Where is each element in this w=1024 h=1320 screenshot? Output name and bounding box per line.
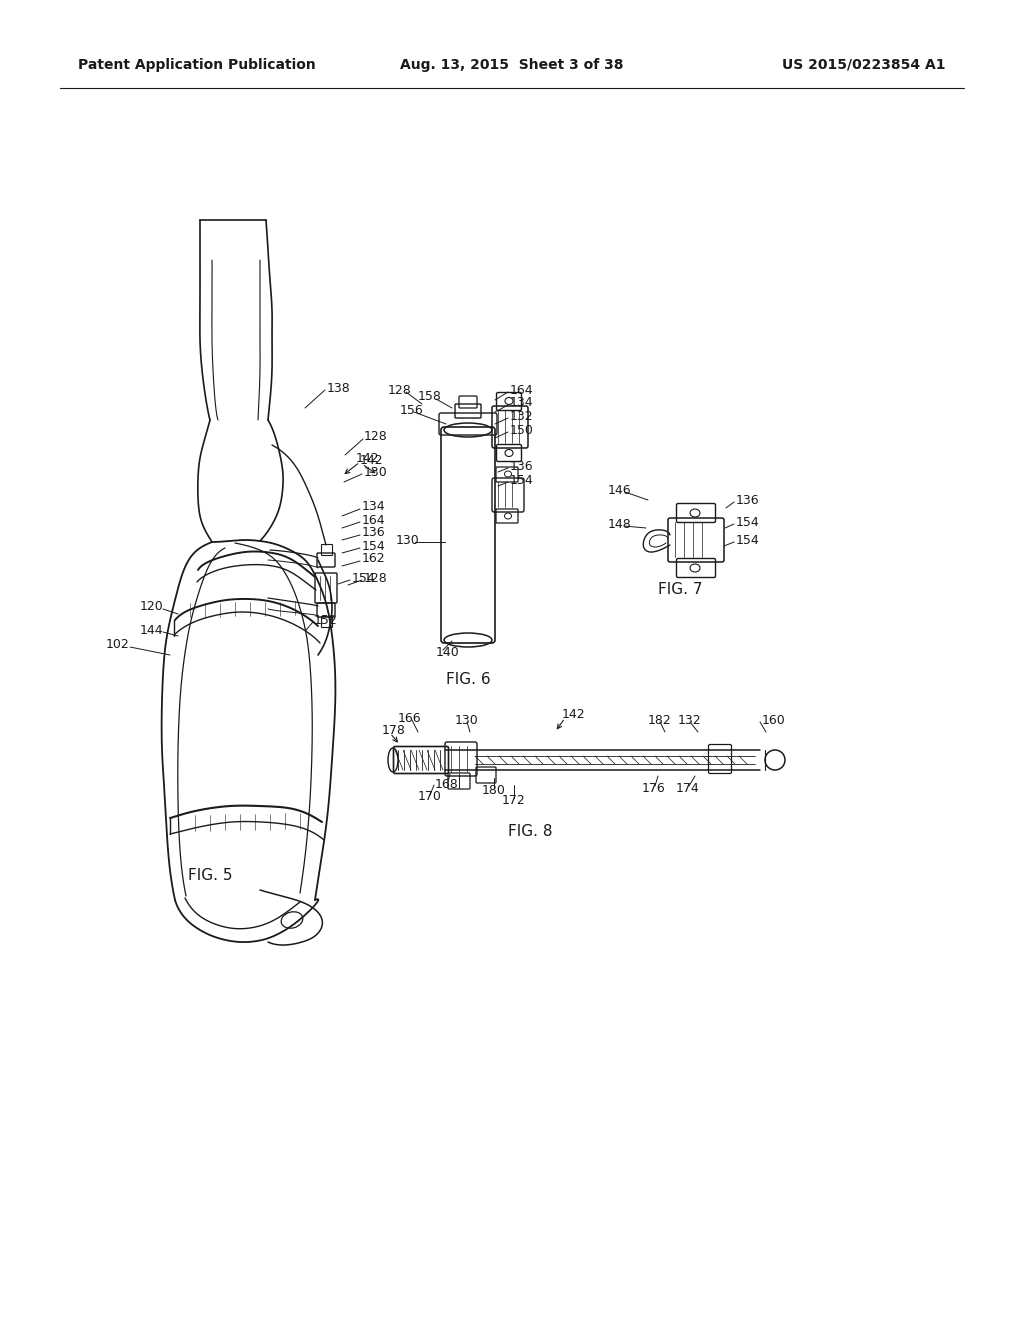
Text: 144: 144 (140, 623, 164, 636)
Text: 172: 172 (502, 793, 525, 807)
Text: 142: 142 (356, 451, 380, 465)
Text: 176: 176 (642, 781, 666, 795)
Text: 156: 156 (400, 404, 424, 417)
Text: 152: 152 (314, 614, 338, 627)
Text: 154: 154 (736, 533, 760, 546)
Text: 170: 170 (418, 791, 442, 804)
Text: FIG. 7: FIG. 7 (657, 582, 702, 598)
Text: 146: 146 (608, 483, 632, 496)
Text: 154: 154 (736, 516, 760, 528)
Text: 148: 148 (608, 517, 632, 531)
Text: 174: 174 (676, 781, 699, 795)
Text: 128: 128 (364, 430, 388, 444)
Text: US 2015/0223854 A1: US 2015/0223854 A1 (782, 58, 946, 73)
Text: 182: 182 (648, 714, 672, 726)
Text: 120: 120 (140, 601, 164, 614)
Text: 164: 164 (362, 513, 386, 527)
Text: 158: 158 (418, 391, 442, 404)
Text: 136: 136 (736, 494, 760, 507)
Text: 164: 164 (510, 384, 534, 396)
Text: 132: 132 (678, 714, 701, 726)
Text: 136: 136 (510, 459, 534, 473)
Text: 142: 142 (360, 454, 384, 466)
Text: 162: 162 (362, 553, 386, 565)
Text: 160: 160 (762, 714, 785, 726)
Text: 142: 142 (562, 708, 586, 721)
Text: 128: 128 (364, 572, 388, 585)
Text: FIG. 8: FIG. 8 (508, 825, 552, 840)
Text: 132: 132 (510, 409, 534, 422)
Text: Aug. 13, 2015  Sheet 3 of 38: Aug. 13, 2015 Sheet 3 of 38 (400, 58, 624, 73)
Text: 140: 140 (436, 645, 460, 659)
Text: 136: 136 (362, 527, 386, 540)
Text: 154: 154 (362, 540, 386, 553)
Text: Patent Application Publication: Patent Application Publication (78, 58, 315, 73)
Text: 102: 102 (106, 639, 130, 652)
Text: 166: 166 (398, 711, 422, 725)
Text: FIG. 5: FIG. 5 (187, 867, 232, 883)
Text: 134: 134 (362, 500, 386, 513)
Text: 130: 130 (364, 466, 388, 479)
Text: 180: 180 (482, 784, 506, 796)
Text: 154: 154 (352, 572, 376, 585)
Text: 128: 128 (388, 384, 412, 396)
Text: 138: 138 (327, 381, 351, 395)
Text: 130: 130 (455, 714, 479, 726)
Text: 178: 178 (382, 723, 406, 737)
Text: 134: 134 (510, 396, 534, 409)
Text: 168: 168 (435, 777, 459, 791)
Text: 150: 150 (510, 424, 534, 437)
Text: 130: 130 (396, 533, 420, 546)
Text: 154: 154 (510, 474, 534, 487)
Text: FIG. 6: FIG. 6 (445, 672, 490, 688)
